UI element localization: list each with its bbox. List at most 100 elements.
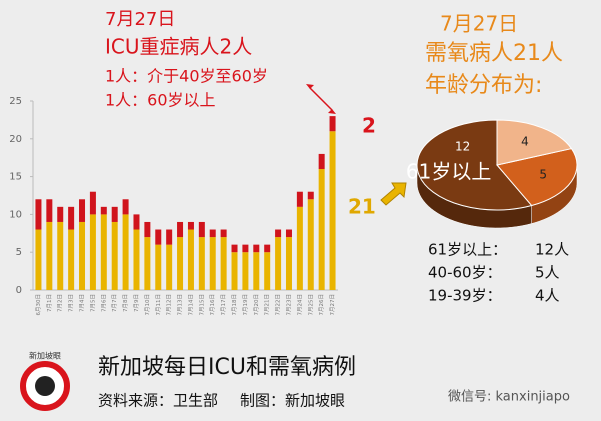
header-line: 1人：介于40岁至60岁 (105, 67, 268, 86)
bar-segment (209, 237, 216, 290)
x-tick-label: 7月7日 (111, 294, 118, 312)
x-tick-label: 7月24日 (296, 294, 303, 316)
bar-segment (155, 244, 162, 290)
bar-segment (144, 221, 151, 238)
bar-segment (144, 237, 151, 290)
y-tick-label: 25 (9, 96, 22, 107)
footer-maker: 制图：新加坡眼 (240, 392, 345, 410)
annotation: 2 (362, 114, 376, 138)
bar-segment (177, 221, 184, 238)
bar-segment (100, 206, 107, 215)
x-tick-label: 7月25日 (307, 294, 314, 316)
y-tick-label: 5 (16, 247, 22, 258)
x-tick-label: 6月30日 (35, 294, 42, 316)
x-tick-label: 7月13日 (177, 294, 184, 316)
arrow (309, 87, 333, 111)
bar-segment (57, 206, 64, 222)
bar-segment (111, 221, 118, 290)
pie-title: 7月27日 (440, 12, 518, 36)
list-label: 40-60岁： (428, 264, 502, 282)
x-tick-label: 7月8日 (122, 294, 129, 312)
x-tick-label: 7月26日 (318, 294, 325, 316)
bar-segment (220, 237, 227, 290)
bar-segment (198, 237, 205, 290)
pie-title: 年龄分布为: (425, 73, 542, 98)
bar-segment (187, 221, 194, 230)
pie-slice (496, 147, 578, 207)
bar-segment (166, 229, 173, 245)
bar-segment (111, 206, 118, 222)
pie-slice (416, 119, 533, 211)
x-tick-label: 7月9日 (133, 294, 140, 312)
bar-segment (35, 229, 42, 290)
header-line: ICU重症病人2人 (105, 35, 252, 59)
x-tick-label: 7月18日 (231, 294, 238, 316)
bar-segment (231, 252, 238, 290)
bar-segment (177, 237, 184, 290)
bar-segment (122, 214, 129, 290)
slice-value: 5 (539, 168, 547, 182)
bar-segment (242, 244, 249, 253)
bar-segment (79, 221, 86, 290)
annotation: 21 (348, 195, 376, 219)
x-tick-label: 7月23日 (285, 294, 292, 316)
x-tick-label: 7月10日 (144, 294, 151, 316)
bar-segment (89, 191, 96, 215)
bar-segment (220, 229, 227, 238)
bar-segment (285, 237, 292, 290)
bar-segment (155, 229, 162, 245)
x-tick-label: 7月27日 (329, 294, 336, 316)
bar-segment (198, 221, 205, 238)
list-label: 61岁以上： (428, 241, 507, 259)
bar-segment (68, 206, 75, 230)
header-line: 7月27日 (105, 9, 175, 30)
list-value: 4人 (535, 287, 560, 305)
slice-value: 12 (455, 140, 470, 154)
pie-slice (496, 119, 573, 166)
bar-segment (133, 214, 140, 230)
bar-segment (133, 229, 140, 290)
list-label: 19-39岁： (428, 287, 502, 305)
x-tick-label: 7月20日 (253, 294, 260, 316)
x-tick-label: 7月4日 (79, 294, 86, 312)
x-tick-label: 7月6日 (100, 294, 107, 312)
pie-title: 需氧病人21人 (425, 41, 563, 66)
x-tick-label: 7月16日 (209, 294, 216, 316)
footer-title: 新加坡每日ICU和需氧病例 (98, 355, 356, 380)
slice-value: 4 (521, 134, 529, 148)
bar-segment (79, 199, 86, 222)
list-value: 12人 (535, 241, 569, 259)
x-tick-label: 7月14日 (187, 294, 194, 316)
x-tick-label: 7月15日 (198, 294, 205, 316)
list-value: 5人 (535, 264, 560, 282)
bar-segment (307, 199, 314, 290)
x-tick-label: 7月12日 (166, 294, 173, 316)
bar-segment (285, 229, 292, 238)
x-tick-label: 7月3日 (68, 294, 75, 312)
x-tick-label: 7月17日 (220, 294, 227, 316)
bar-segment (318, 153, 325, 170)
bar-segment (307, 191, 314, 200)
x-tick-label: 7月5日 (89, 294, 96, 312)
logo-text: 新加坡眼 (29, 351, 61, 361)
x-tick-label: 7月21日 (264, 294, 271, 316)
bar-segment (275, 229, 282, 238)
y-tick-label: 0 (16, 285, 22, 296)
bar-segment (329, 131, 336, 290)
bar-segment (46, 199, 53, 222)
x-tick-label: 7月11日 (155, 294, 162, 316)
bar-segment (35, 199, 42, 230)
bar-segment (264, 244, 271, 253)
x-tick-label: 7月22日 (275, 294, 282, 316)
y-tick-label: 15 (9, 172, 22, 183)
x-tick-label: 7月19日 (242, 294, 249, 316)
bar-segment (242, 252, 249, 290)
x-tick-label: 7月2日 (57, 294, 64, 312)
arrow (380, 182, 407, 206)
bar-segment (46, 221, 53, 290)
bar-segment (296, 206, 303, 290)
bar-segment (100, 214, 107, 290)
header-line: 1人：60岁以上 (105, 91, 216, 110)
bar-segment (318, 169, 325, 290)
